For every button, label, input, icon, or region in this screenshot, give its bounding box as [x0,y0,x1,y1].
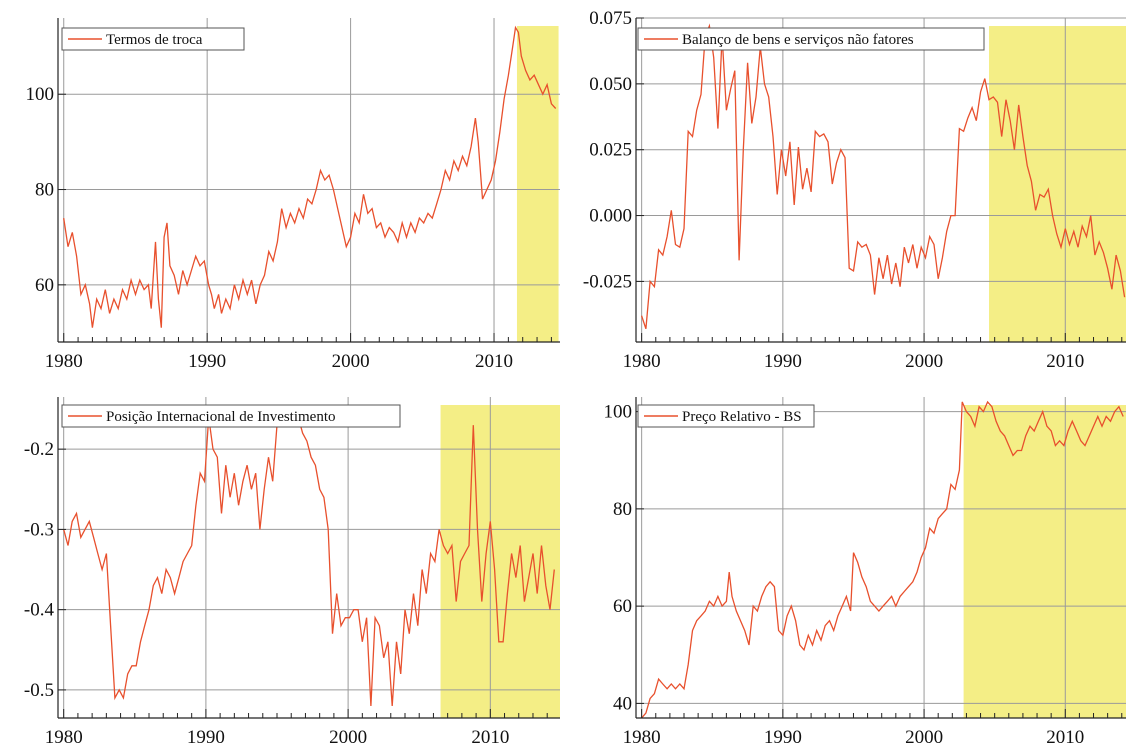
y-tick-label: -0.025 [583,271,632,292]
x-tick-label: 2000 [329,727,367,748]
y-tick-label: 0.050 [589,74,632,95]
y-tick-label: -0.4 [24,600,55,621]
x-tick-label: 1980 [623,351,661,372]
highlight-band [516,26,559,342]
y-tick-label: 100 [26,84,55,105]
legend-label: Balanço de bens e serviços não fatores [682,32,914,48]
series-line [63,407,555,707]
x-tick-label: 1990 [764,351,802,372]
y-tick-label: -0.2 [24,439,54,460]
y-tick-label: -0.3 [24,519,54,540]
y-tick-label: 0.075 [589,8,632,29]
x-tick-label: 1990 [188,351,226,372]
x-tick-label: 2010 [475,351,513,372]
legend-box [637,27,985,51]
x-tick-label: 2010 [471,727,509,748]
x-tick-label: 2000 [332,351,370,372]
x-tick-label: 2010 [1046,727,1084,748]
legend: Balanço de bens e serviços não fatores [637,27,985,51]
y-tick-label: 60 [35,275,54,296]
series-line [641,400,1124,718]
chart-balanco-bens-servicos: 1980 1990 2000 2010 -0.025 0.000 0.025 0.050 0.0… [583,8,1126,372]
x-tick-label: 1980 [623,727,661,748]
y-tick-label: -0.5 [24,680,54,701]
y-tick-label: 0.000 [589,206,632,227]
x-tick-label: 1990 [187,727,225,748]
legend: Termos de troca [61,27,245,51]
legend-label: Preço Relativo - BS [682,409,802,425]
chart-preco-relativo-bs: 1980 1990 2000 2010 40 60 80 100 Preço Relativo … [604,397,1126,748]
x-tick-label: 2010 [1046,351,1084,372]
y-tick-label: 40 [613,693,632,714]
y-tick-label: 0.025 [589,140,632,161]
chart-termos-de-troca: 1980 1990 2000 2010 60 80 100 Termos de troca [26,18,560,372]
highlight-band [440,405,560,718]
y-tick-label: 80 [613,499,632,520]
legend-box [61,404,401,428]
x-tick-label: 2000 [905,727,943,748]
legend-box [637,404,815,428]
legend: Preço Relativo - BS [637,404,815,428]
legend-label: Posição Internacional de Investimento [106,409,336,425]
y-tick-label: 100 [604,402,633,423]
x-tick-label: 1990 [764,727,802,748]
highlight-band [989,26,1126,342]
legend: Posição Internacional de Investimento [61,404,401,428]
highlight-band [963,405,1126,718]
series-line [63,25,557,328]
x-tick-label: 1980 [45,727,83,748]
x-tick-label: 2000 [905,351,943,372]
legend-label: Termos de troca [106,32,203,48]
x-tick-label: 1980 [45,351,83,372]
legend-box [61,27,245,51]
y-tick-label: 60 [613,596,632,617]
y-tick-label: 80 [35,180,54,201]
chart-posicao-internacional: 1980 1990 2000 2010 -0.5 -0.4 -0.3 -0.2 Posição … [24,397,560,748]
